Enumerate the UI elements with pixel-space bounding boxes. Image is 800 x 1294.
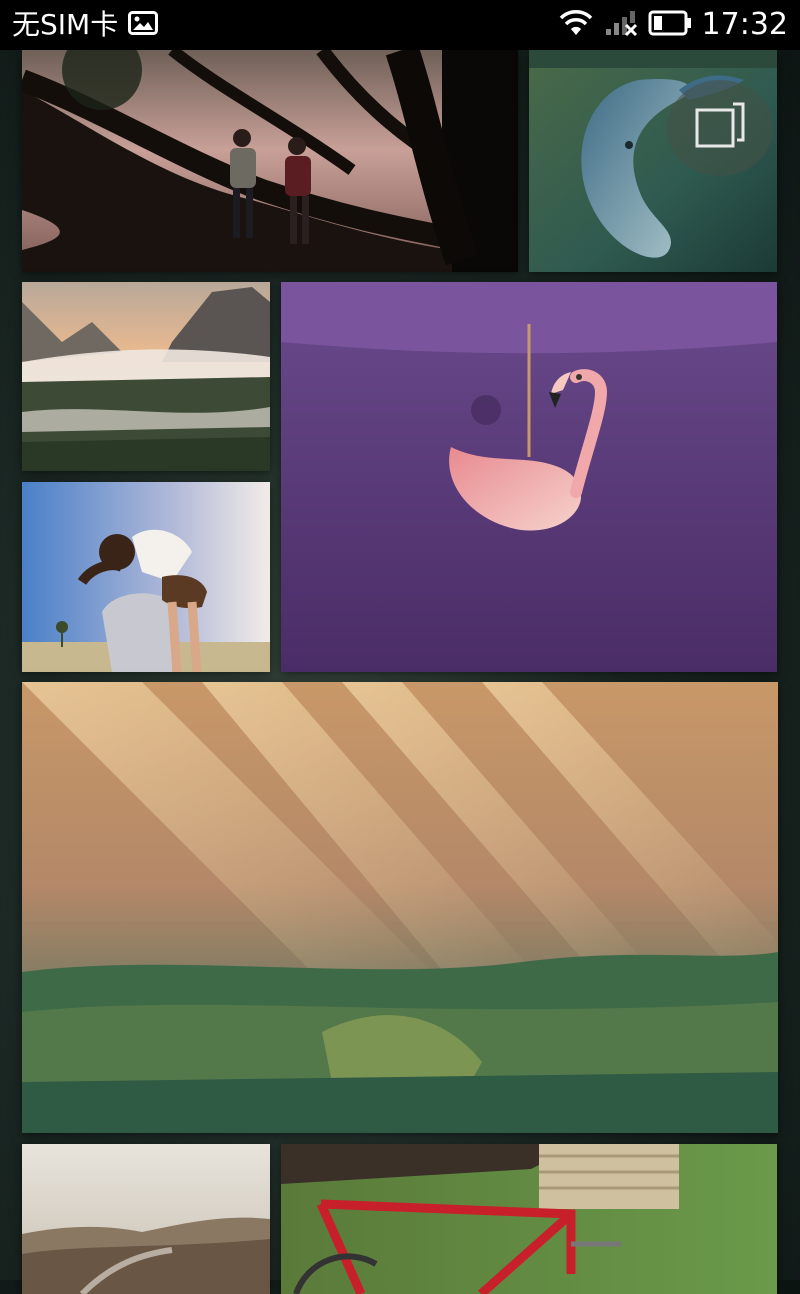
status-right: 17:32 xyxy=(558,6,788,44)
status-bar: 无SIM卡 xyxy=(0,0,800,50)
wallpaper-sunlit-meadow[interactable] xyxy=(22,682,778,1133)
wallpaper-couple-embrace[interactable] xyxy=(22,482,270,672)
image-notification-icon xyxy=(128,11,159,39)
wallpaper-red-bicycle[interactable] xyxy=(281,1144,777,1294)
crop-icon xyxy=(693,102,747,154)
wallpaper-mountain-road[interactable] xyxy=(22,1144,270,1294)
battery-icon xyxy=(648,10,692,40)
status-left: 无SIM卡 xyxy=(12,6,159,44)
wifi-icon xyxy=(558,9,594,41)
wallpaper-hanging-flamingo[interactable] xyxy=(281,282,777,672)
wallpaper-lovers-in-tree[interactable] xyxy=(22,50,518,272)
no-signal-icon xyxy=(604,9,638,41)
clock: 17:32 xyxy=(701,7,788,42)
carrier-label: 无SIM卡 xyxy=(12,8,119,41)
crop-button[interactable] xyxy=(667,80,773,176)
wallpaper-misty-valley[interactable] xyxy=(22,282,270,471)
